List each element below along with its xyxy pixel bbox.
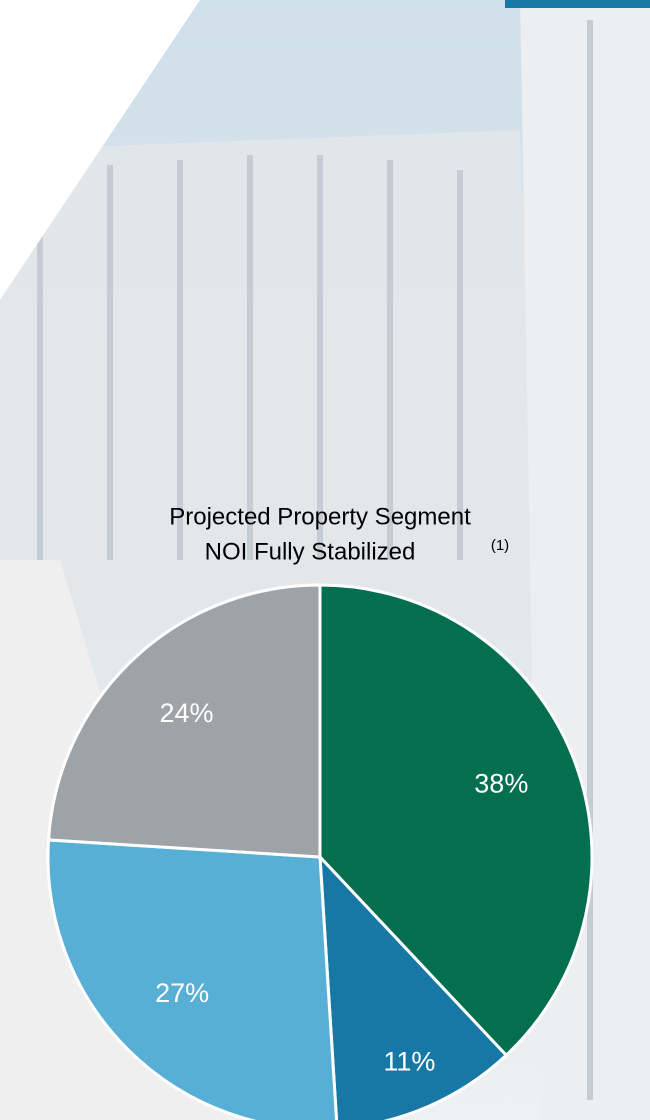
- pie-slice: [46, 583, 322, 859]
- footnote-marker: (1): [491, 537, 509, 554]
- value-label: 24%: [159, 698, 213, 728]
- building-lines: [37, 20, 593, 1100]
- top-bar: [505, 0, 650, 8]
- white-corner: [0, 0, 200, 300]
- chart-title: Projected Property Segment: [169, 503, 471, 530]
- value-label: 38%: [474, 768, 528, 798]
- value-label: 27%: [155, 978, 209, 1008]
- pie-slice: [318, 852, 509, 1120]
- building: [0, 130, 540, 700]
- pie-slice: [318, 583, 594, 1058]
- pie-slice: [46, 838, 339, 1120]
- chart-title: NOI Fully Stabilized: [205, 538, 416, 565]
- value-label: 11%: [383, 1047, 435, 1077]
